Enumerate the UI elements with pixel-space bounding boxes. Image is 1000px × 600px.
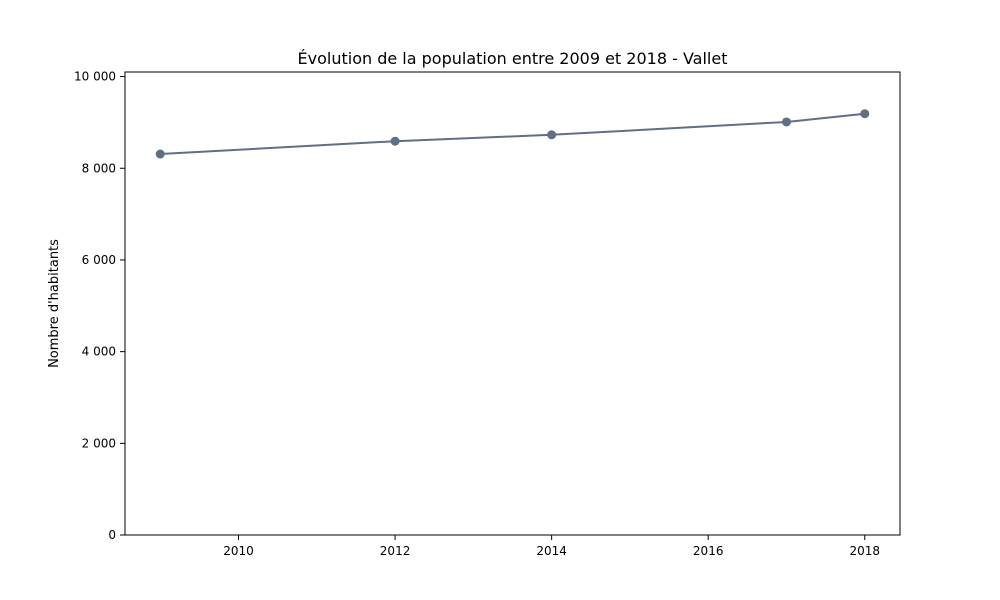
x-tick-label: 2012 [380, 544, 411, 558]
data-point [155, 149, 165, 159]
data-point [781, 117, 791, 127]
y-tick-label: 4 000 [82, 345, 116, 359]
plot-area: 0 2 000 4 000 6 000 8 000 10 000 2010 2012 2014 2… [74, 70, 901, 558]
data-point [390, 136, 400, 146]
y-tick-label: 2 000 [82, 436, 116, 450]
y-tick-label: 0 [108, 528, 116, 542]
x-tick-label: 2010 [223, 544, 254, 558]
y-axis-label: Nombre d'habitants [47, 239, 62, 368]
x-tick-label: 2018 [849, 544, 880, 558]
y-tick-label: 8 000 [82, 161, 116, 175]
y-tick-label: 6 000 [82, 253, 116, 267]
y-tick-label: 10 000 [74, 70, 116, 84]
plot-frame [124, 71, 901, 536]
data-point [547, 130, 557, 140]
x-tick-label: 2014 [536, 544, 567, 558]
data-point [860, 109, 870, 119]
series-line [160, 112, 865, 156]
chart-title: Évolution de la population entre 2009 et… [298, 49, 728, 68]
x-tick-label: 2016 [693, 544, 724, 558]
